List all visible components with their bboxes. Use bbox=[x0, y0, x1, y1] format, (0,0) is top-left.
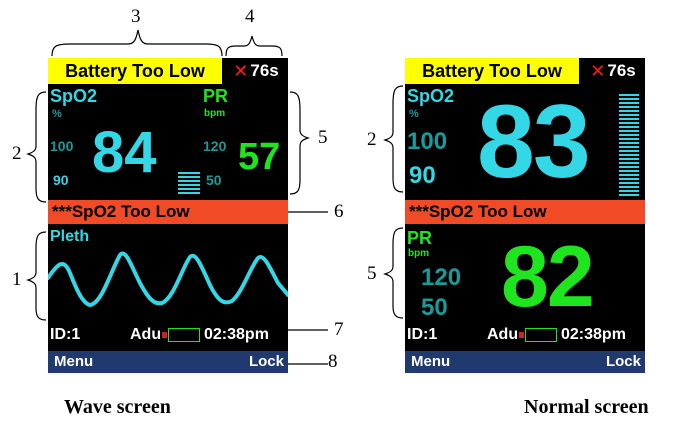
spo2-alarm-banner: ***SpO2 Too Low bbox=[405, 200, 645, 224]
spo2-low-limit: 90 bbox=[409, 162, 436, 189]
status-bar: ID:1 Adu 02:38pm bbox=[48, 326, 288, 346]
alarm-timer: ✕ 76s bbox=[581, 58, 645, 84]
lock-softkey[interactable]: Lock bbox=[605, 353, 641, 370]
spo2-value: 83 bbox=[477, 84, 591, 200]
callout-normal-5: 5 bbox=[367, 263, 377, 284]
pleth-label: Pleth bbox=[50, 228, 90, 245]
callout-5: 5 bbox=[318, 127, 328, 148]
status-bar: ID:1 Adu 02:38pm bbox=[405, 326, 645, 346]
spo2-high-limit: 100 bbox=[50, 138, 74, 154]
spo2-unit: % bbox=[409, 108, 419, 120]
pulse-bar-graph bbox=[178, 172, 200, 196]
callout-1: 1 bbox=[12, 269, 22, 290]
spo2-high-limit: 100 bbox=[407, 128, 448, 155]
alarm-timer: ✕ 76s bbox=[224, 58, 288, 84]
callout-normal-2: 2 bbox=[367, 129, 377, 150]
wave-screen: Battery Too Low ✕ 76s SpO2 % 100 90 84 P… bbox=[48, 58, 288, 373]
clock: 02:38pm bbox=[561, 326, 626, 343]
spo2-alarm-banner: ***SpO2 Too Low bbox=[48, 200, 288, 224]
spo2-value: 84 bbox=[92, 120, 157, 185]
callout-6: 6 bbox=[334, 201, 344, 222]
alarm-mute-icon: ✕ bbox=[590, 60, 606, 81]
pr-low-limit: 50 bbox=[421, 294, 448, 321]
pleth-waveform bbox=[48, 251, 288, 308]
pr-unit: bpm bbox=[408, 248, 430, 259]
battery-alarm-banner: Battery Too Low bbox=[48, 58, 222, 84]
spo2-label: SpO2 bbox=[407, 86, 455, 106]
patient-mode: Adu bbox=[130, 326, 162, 343]
callout-7: 7 bbox=[334, 319, 344, 340]
pr-high-limit: 120 bbox=[203, 138, 227, 154]
pr-label: PR bbox=[407, 228, 433, 248]
callout-4: 4 bbox=[245, 6, 255, 27]
spo2-unit: % bbox=[52, 108, 62, 120]
callout-8: 8 bbox=[328, 351, 338, 372]
spo2-label: SpO2 bbox=[50, 86, 98, 106]
pr-low-limit: 50 bbox=[206, 172, 222, 188]
menu-softkey[interactable]: Menu bbox=[411, 353, 451, 370]
pr-value: 82 bbox=[501, 229, 595, 325]
battery-icon bbox=[162, 328, 200, 342]
pr-unit: bpm bbox=[204, 108, 226, 119]
timer-value: 76s bbox=[250, 61, 279, 80]
battery-icon bbox=[519, 328, 557, 342]
patient-mode: Adu bbox=[487, 326, 519, 343]
pr-value: 57 bbox=[238, 136, 281, 178]
softkey-bar: Menu Lock bbox=[48, 351, 288, 373]
clock: 02:38pm bbox=[204, 326, 269, 343]
softkey-bar: Menu Lock bbox=[405, 351, 645, 373]
timer-value: 76s bbox=[607, 61, 636, 80]
callout-3: 3 bbox=[131, 6, 141, 27]
menu-softkey[interactable]: Menu bbox=[54, 353, 94, 370]
lock-softkey[interactable]: Lock bbox=[248, 353, 284, 370]
wave-screen-caption: Wave screen bbox=[64, 396, 171, 418]
callout-2: 2 bbox=[12, 143, 22, 164]
patient-id: ID:1 bbox=[50, 326, 81, 343]
pulse-bar-graph bbox=[619, 94, 639, 196]
alarm-mute-icon: ✕ bbox=[233, 60, 249, 81]
patient-id: ID:1 bbox=[407, 326, 438, 343]
spo2-low-limit: 90 bbox=[53, 172, 69, 188]
normal-screen-caption: Normal screen bbox=[524, 396, 649, 418]
pr-high-limit: 120 bbox=[421, 264, 462, 291]
normal-screen: Battery Too Low ✕ 76s SpO2 % 100 90 83 *… bbox=[405, 58, 645, 373]
pr-label: PR bbox=[203, 86, 229, 106]
battery-alarm-banner: Battery Too Low bbox=[405, 58, 579, 84]
